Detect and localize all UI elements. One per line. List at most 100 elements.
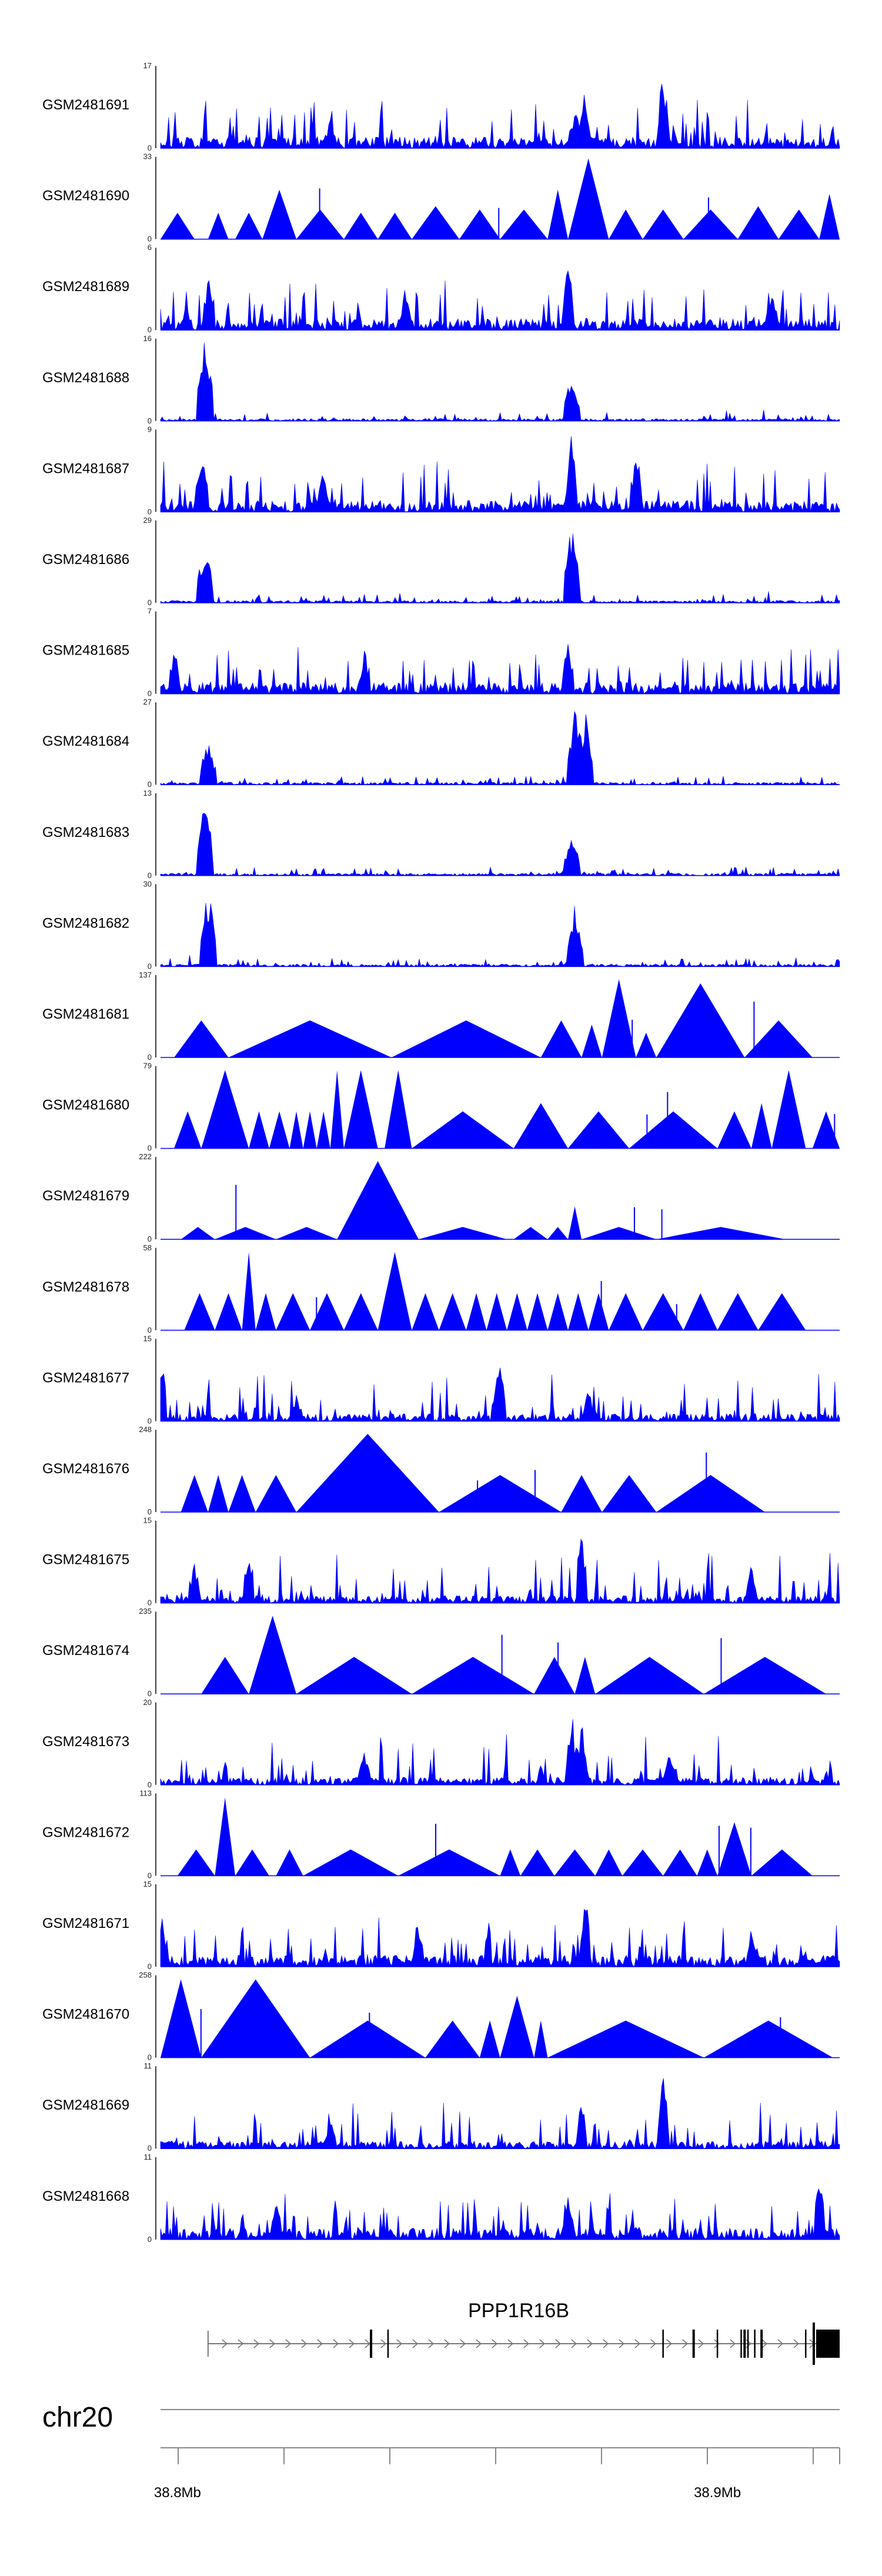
y-min-label: 0 (148, 1507, 152, 1516)
coverage-triangle (377, 212, 412, 239)
y-min-label: 0 (148, 689, 152, 698)
strand-arrow (365, 2339, 371, 2348)
y-min-label: 0 (148, 416, 152, 425)
track: GSM2481687 9 0 (42, 425, 840, 516)
strand-arrow (587, 2339, 593, 2348)
track: GSM2481683 13 0 (42, 789, 840, 880)
coverage-area (160, 533, 840, 603)
track: GSM2481689 6 0 (42, 243, 840, 334)
track-label: GSM2481670 (42, 2007, 129, 2023)
y-max-label: 27 (143, 698, 152, 706)
chromosome-track: chr20 (42, 2402, 840, 2433)
coverage-triangle (717, 1293, 759, 1330)
strand-arrow (285, 2339, 292, 2348)
axis-label: 38.8Mb (154, 2485, 201, 2501)
coverage-triangle (582, 1025, 602, 1057)
strand-arrow (666, 2339, 673, 2348)
coverage-triangle (717, 1111, 751, 1149)
y-max-label: 6 (148, 243, 152, 252)
coverage-tracks: GSM2481691170GSM2481690330GSM248168960GS… (42, 61, 840, 2244)
y-max-label: 58 (143, 1243, 152, 1252)
track-label: GSM2481686 (42, 552, 129, 568)
coverage-triangle (737, 206, 779, 239)
track: GSM2481691 17 0 (42, 61, 840, 152)
coverage-triangle (208, 212, 229, 239)
coverage-triangle (568, 1111, 629, 1149)
coverage-triangle (574, 1657, 596, 1694)
track: GSM2481682 30 0 (42, 879, 840, 970)
coverage-triangle (717, 1822, 751, 1876)
coverage-triangle (636, 1033, 657, 1057)
track: GSM2481681 137 0 (42, 970, 840, 1062)
strand-arrow (428, 2339, 435, 2348)
track: GSM2481685 7 0 (42, 607, 840, 698)
coverage-triangle (215, 1293, 242, 1330)
coverage-area (160, 1908, 840, 1967)
y-min-label: 0 (148, 1962, 152, 1971)
coverage-area (160, 2078, 840, 2150)
track-label: GSM2481690 (42, 188, 129, 204)
track-label: GSM2481687 (42, 461, 129, 476)
coverage-triangle (595, 1849, 623, 1876)
strand-arrow (603, 2339, 609, 2348)
y-min-label: 0 (148, 2053, 152, 2062)
coverage-triangle (296, 1434, 439, 1512)
coverage-triangle (343, 1070, 378, 1149)
coverage-triangle (547, 1227, 568, 1240)
coverage-triangle (568, 1293, 589, 1330)
coverage-triangle (704, 1657, 826, 1694)
coverage-triangle (343, 212, 378, 239)
coverage-triangle (609, 1293, 643, 1330)
y-min-label: 0 (148, 1689, 152, 1698)
coverage-triangle (479, 2020, 500, 2058)
coverage-triangle (249, 1616, 296, 1694)
track: GSM2481670 258 0 (42, 1971, 840, 2062)
coverage-triangle (201, 1979, 310, 2058)
coverage-area (160, 1719, 840, 1786)
strand-arrow (761, 2339, 768, 2348)
strand-arrow (412, 2339, 419, 2348)
coverage-triangle (412, 1657, 534, 1694)
strand-arrow (619, 2339, 625, 2348)
y-min-label: 0 (148, 962, 152, 970)
strand-arrow (793, 2339, 800, 2348)
track: GSM2481674 235 0 (42, 1607, 840, 1698)
coverage-triangle (812, 1111, 840, 1149)
coverage-triangle (235, 212, 263, 239)
strand-arrow (571, 2339, 577, 2348)
strand-arrow (349, 2339, 355, 2348)
track-label: GSM2481682 (42, 915, 129, 931)
y-min-label: 0 (148, 325, 152, 334)
coverage-triangle (249, 1111, 269, 1149)
track: GSM2481686 29 0 (42, 516, 840, 607)
track: GSM2481673 20 0 (42, 1698, 840, 1789)
coverage-triangle (466, 1293, 487, 1330)
coverage-area (160, 813, 840, 876)
coverage-triangle (486, 1293, 507, 1330)
y-max-label: 113 (139, 1788, 152, 1797)
track: GSM2481675 15 0 (42, 1516, 840, 1607)
coverage-triangle (663, 1849, 697, 1876)
coverage-triangle (561, 1475, 602, 1512)
strand-arrow (444, 2339, 450, 2348)
coverage-triangle (181, 1227, 215, 1240)
y-max-label: 29 (143, 516, 152, 525)
coverage-triangle (310, 1293, 344, 1330)
y-max-label: 137 (139, 970, 152, 979)
coverage-triangle (547, 189, 568, 239)
coverage-triangle (276, 1849, 303, 1876)
coverage-triangle (744, 1020, 813, 1057)
coverage-triangle (439, 1293, 466, 1330)
y-max-label: 15 (143, 1334, 152, 1343)
strand-arrow (682, 2339, 689, 2348)
coverage-triangle (262, 189, 296, 239)
coverage-triangle (161, 212, 195, 239)
coverage-triangle (643, 1293, 684, 1330)
y-min-label: 0 (148, 1780, 152, 1789)
coverage-triangle (500, 1996, 534, 2058)
coverage-triangle (418, 1227, 507, 1240)
track: GSM2481672 113 0 (42, 1788, 840, 1880)
coverage-triangle (228, 1020, 392, 1057)
strand-arrow (333, 2339, 339, 2348)
coverage-triangle (398, 1849, 500, 1876)
